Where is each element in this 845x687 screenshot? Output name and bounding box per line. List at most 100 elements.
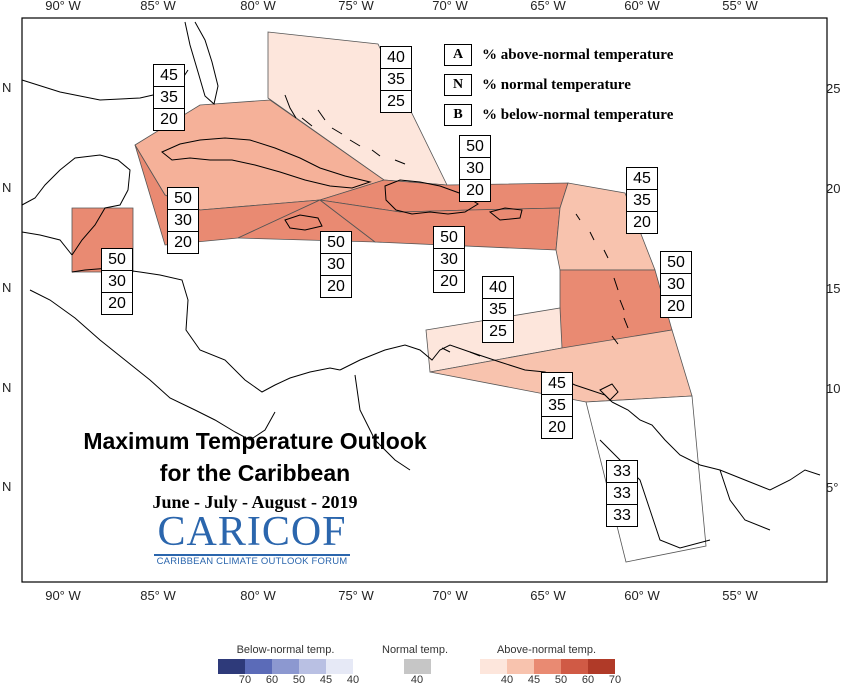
colorbar-above-ticks: 40 45 50 60 70 — [478, 674, 621, 687]
left-latitude-label: N — [2, 479, 12, 494]
prob-below: 20 — [440, 273, 458, 290]
top-longitude-tick: 65° W — [530, 0, 566, 13]
prob-normal: 30 — [661, 274, 691, 296]
caricof-logo-subtitle: CARIBBEAN CLIMATE OUTLOOK FORUM — [156, 556, 348, 567]
right-latitude-label: 20 — [826, 181, 841, 196]
prob-above: 33 — [607, 461, 637, 483]
colorbar-normal-ticks: 40 — [382, 674, 448, 687]
prob-below: 25 — [387, 93, 405, 110]
prob-box-abc-islands: 40 35 25 — [482, 276, 514, 343]
legend-text-above: % above-normal temperature — [482, 46, 674, 63]
colorbar-tick: 40 — [346, 674, 360, 686]
colorbar-tick: 60 — [265, 674, 279, 686]
colorbar-swatch — [561, 659, 588, 674]
colorbar-above-swatches — [478, 659, 615, 674]
left-latitude-label: N — [2, 80, 12, 95]
colorbar-swatch — [588, 659, 615, 674]
top-longitude-tick: 90° W — [45, 0, 81, 13]
map-title-line1: Maximum Temperature Outlook — [83, 428, 427, 454]
colorbar-normal: Normal temp. 40 — [382, 644, 448, 687]
legend-below: B % below-normal temperature — [444, 104, 673, 126]
top-longitude-tick: 80° W — [240, 0, 276, 13]
colorbar-tick: 45 — [319, 674, 333, 686]
map-period: June - July - August - 2019 — [152, 492, 358, 512]
prob-below: 20 — [667, 298, 685, 315]
top-longitude-tick: 85° W — [140, 0, 176, 13]
colorbar-above-title: Above-normal temp. — [496, 644, 597, 656]
colorbar-tick: 50 — [554, 674, 568, 686]
prob-box-leeward-islands: 45 35 20 — [626, 167, 658, 234]
prob-normal: 30 — [102, 271, 132, 293]
prob-above: 45 — [627, 168, 657, 190]
prob-normal: 35 — [483, 299, 513, 321]
prob-box-belize: 50 30 20 — [101, 248, 133, 315]
colorbar-swatch — [507, 659, 534, 674]
legend-key-n: N — [444, 74, 472, 96]
logo-divider — [154, 554, 350, 556]
prob-box-bahamas: 40 35 25 — [380, 46, 412, 113]
prob-normal: 33 — [607, 483, 637, 505]
prob-box-trinidad-tobago: 45 35 20 — [541, 372, 573, 439]
prob-normal: 30 — [434, 249, 464, 271]
legend-key-b: B — [444, 104, 472, 126]
bottom-longitude-tick: 85° W — [140, 588, 176, 603]
prob-above: 45 — [542, 373, 572, 395]
colorbar-tick: 60 — [581, 674, 595, 686]
left-latitude-label: N — [2, 180, 12, 195]
prob-box-hispaniola-puerto-rico: 50 30 20 — [433, 226, 465, 293]
prob-above: 40 — [381, 47, 411, 69]
prob-above: 40 — [483, 277, 513, 299]
colorbar-tick: 70 — [238, 674, 252, 686]
legend-normal: N % normal temperature — [444, 74, 631, 96]
colorbar-below-title: Below-normal temp. — [236, 644, 335, 656]
prob-normal: 30 — [168, 210, 198, 232]
prob-below: 20 — [160, 111, 178, 128]
colorbar-swatch — [326, 659, 353, 674]
prob-normal: 35 — [381, 69, 411, 91]
prob-normal: 30 — [460, 158, 490, 180]
prob-above: 45 — [154, 65, 184, 87]
prob-below: 20 — [633, 214, 651, 231]
prob-below: 20 — [108, 295, 126, 312]
prob-box-cayman-jamaica-basin: 50 30 20 — [167, 187, 199, 254]
prob-box-jamaica: 50 30 20 — [320, 231, 352, 298]
colorbar-tick: 40 — [500, 674, 514, 686]
prob-box-cuba: 45 35 20 — [153, 64, 185, 131]
caricof-logo-name: CARICOF — [157, 509, 347, 555]
prob-below: 25 — [489, 323, 507, 340]
left-latitude-label: N — [2, 380, 12, 395]
right-latitude-label: 5° — [826, 480, 839, 495]
colorbar-swatch — [245, 659, 272, 674]
prob-below: 20 — [548, 419, 566, 436]
prob-normal: 30 — [321, 254, 351, 276]
bottom-longitude-tick: 70° W — [432, 588, 468, 603]
right-latitude-label: 25 — [826, 81, 841, 96]
prob-normal: 35 — [542, 395, 572, 417]
colorbar-normal-swatches — [382, 659, 448, 674]
map-title-line2: for the Caribbean — [159, 460, 351, 486]
prob-box-windward-islands: 50 30 20 — [660, 251, 692, 318]
bottom-longitude-tick: 75° W — [338, 588, 374, 603]
bottom-longitude-tick: 60° W — [624, 588, 660, 603]
colorbar-swatch — [218, 659, 245, 674]
top-longitude-tick: 60° W — [624, 0, 660, 13]
prob-above: 50 — [321, 232, 351, 254]
prob-below: 20 — [174, 234, 192, 251]
colorbar-tick: 50 — [292, 674, 306, 686]
prob-above: 50 — [460, 136, 490, 158]
top-longitude-tick: 75° W — [338, 0, 374, 13]
prob-box-guianas: 33 33 33 — [606, 460, 638, 527]
right-latitude-label: 15 — [826, 281, 841, 296]
legend-text-normal: % normal temperature — [482, 76, 631, 93]
colorbar-above: Above-normal temp. 40 45 50 60 70 — [478, 644, 621, 687]
colorbar-swatch — [534, 659, 561, 674]
bottom-longitude-tick: 80° W — [240, 588, 276, 603]
colorbar-tick: 70 — [608, 674, 622, 686]
bottom-longitude-tick: 65° W — [530, 588, 566, 603]
colorbar-tick: 40 — [410, 674, 424, 686]
colorbar-below-ticks: 70 60 50 45 40 — [218, 674, 359, 687]
top-longitude-tick: 55° W — [722, 0, 758, 13]
prob-below: 20 — [466, 182, 484, 199]
prob-normal: 35 — [627, 190, 657, 212]
